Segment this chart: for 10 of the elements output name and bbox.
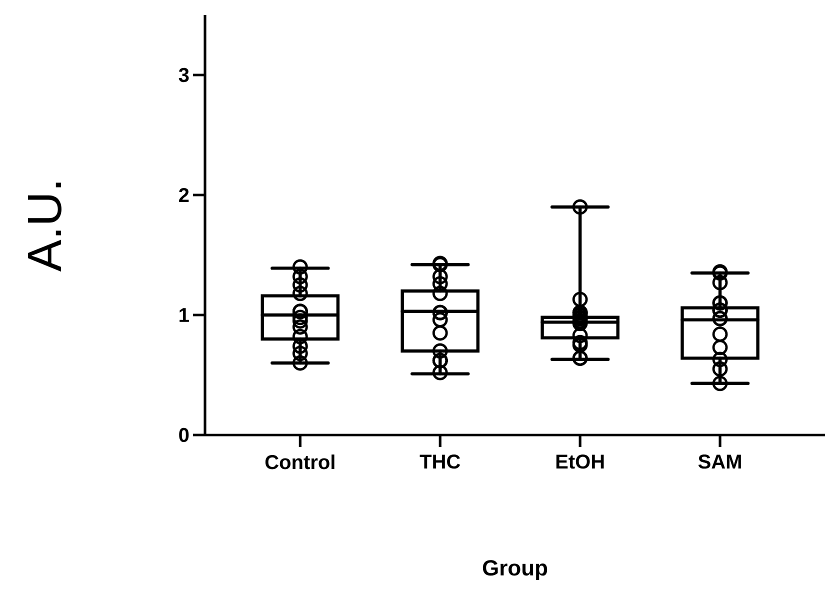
x-tick-label: THC xyxy=(420,454,460,469)
y-tick-label: 3 xyxy=(178,68,189,82)
x-axis-title: Group xyxy=(482,560,548,580)
x-tick-label: SAM xyxy=(698,454,741,469)
y-axis-title: A.U. xyxy=(28,182,62,272)
x-tick-label: EtOH xyxy=(556,454,604,469)
y-tick-label: 2 xyxy=(179,188,189,202)
x-tick-label: Control xyxy=(265,454,334,470)
y-tick-label: 1 xyxy=(180,308,189,322)
y-tick-label: 0 xyxy=(179,428,189,442)
